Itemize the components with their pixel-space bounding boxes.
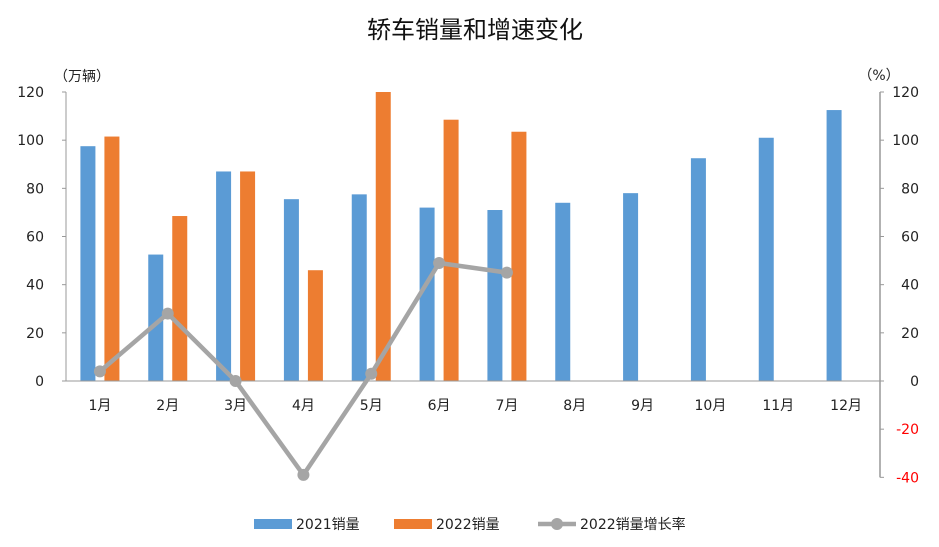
legend-label-2022销量增长率: 2022销量增长率 <box>580 516 686 533</box>
x-tick-label: 12月 <box>830 398 862 414</box>
x-tick-label: 6月 <box>428 398 451 414</box>
left-tick-label: 0 <box>35 374 44 390</box>
bar-2021销量-1月 <box>80 146 96 381</box>
right-tick-label: 40 <box>901 278 919 294</box>
x-tick-label: 1月 <box>88 398 111 414</box>
right-axis-unit: （%） <box>858 68 899 84</box>
point-2022销量增长率-3月 <box>229 375 242 387</box>
legend-swatch-2021销量 <box>254 519 292 529</box>
point-2022销量增长率-4月 <box>297 468 310 481</box>
point-2022销量增长率-1月 <box>93 365 106 378</box>
bar-2021销量-9月 <box>623 193 639 381</box>
right-tick-label: 120 <box>892 85 919 101</box>
bar-2021销量-6月 <box>419 207 435 381</box>
chart-title: 轿车销量和增速变化 <box>367 16 583 44</box>
left-tick-label: 80 <box>26 181 44 197</box>
x-tick-label: 8月 <box>563 398 586 414</box>
legend-marker-2022销量增长率 <box>551 518 563 530</box>
left-tick-label: 60 <box>26 230 44 246</box>
legend-label-2021销量: 2021销量 <box>296 517 360 533</box>
x-tick-label: 9月 <box>631 398 654 414</box>
x-tick-label: 3月 <box>224 398 247 414</box>
x-tick-label: 10月 <box>695 398 727 414</box>
bar-2021销量-7月 <box>487 210 503 381</box>
bar-2022销量-6月 <box>443 119 459 381</box>
point-2022销量增长率-7月 <box>500 266 513 279</box>
bar-2021销量-3月 <box>216 171 232 381</box>
point-2022销量增长率-5月 <box>365 367 378 380</box>
right-tick-label: -40 <box>896 470 919 486</box>
point-2022销量增长率-6月 <box>433 256 446 269</box>
bar-2022销量-1月 <box>104 136 120 381</box>
bar-2021销量-12月 <box>826 110 842 381</box>
right-tick-label: 60 <box>901 230 919 246</box>
left-tick-label: 100 <box>17 133 44 149</box>
left-tick-label: 120 <box>17 85 44 101</box>
bar-2021销量-10月 <box>690 158 706 381</box>
left-axis-unit: （万辆） <box>54 69 110 85</box>
bar-2022销量-4月 <box>307 270 323 381</box>
left-tick-label: 40 <box>26 278 44 294</box>
bar-2021销量-11月 <box>758 137 774 381</box>
bar-2021销量-8月 <box>555 202 571 381</box>
left-tick-label: 20 <box>26 326 44 342</box>
point-2022销量增长率-2月 <box>161 307 174 320</box>
legend: 2021销量 2022销量 2022销量增长率 <box>254 516 686 533</box>
x-tick-label: 7月 <box>495 398 518 414</box>
bar-2021销量-4月 <box>283 199 299 381</box>
right-tick-label: 80 <box>901 181 919 197</box>
legend-label-2022销量: 2022销量 <box>436 517 500 533</box>
x-tick-label: 2月 <box>156 398 179 414</box>
bar-2021销量-5月 <box>351 194 367 381</box>
x-tick-label: 4月 <box>292 398 315 414</box>
legend-swatch-2022销量 <box>394 519 432 529</box>
bar-2022销量-3月 <box>240 171 256 381</box>
right-tick-label: 0 <box>910 374 919 390</box>
plot-area: 0 20 40 60 80 100 120 -40 -20 0 20 40 60 80 100 120 1月 2月… <box>17 85 919 486</box>
right-tick-label: 100 <box>892 133 919 149</box>
right-tick-label: 20 <box>901 326 919 342</box>
bar-2022销量-7月 <box>511 131 527 381</box>
bar-2022销量-5月 <box>375 92 391 381</box>
right-tick-label: -20 <box>896 422 919 438</box>
bar-2021销量-2月 <box>148 254 164 381</box>
x-tick-label: 5月 <box>360 398 383 414</box>
x-tick-label: 11月 <box>762 398 794 414</box>
bar-2022销量-2月 <box>172 216 188 381</box>
